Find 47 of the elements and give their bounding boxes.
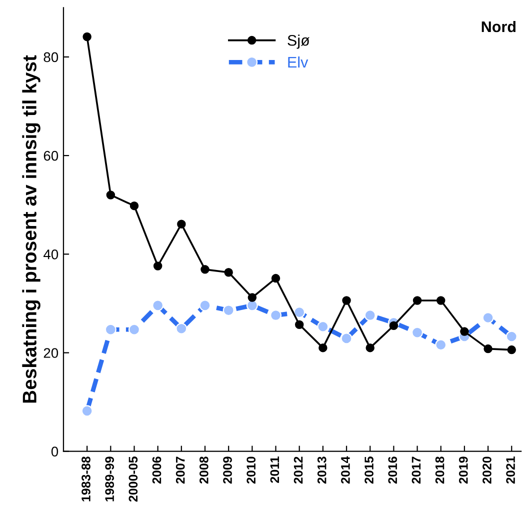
point [460,327,469,336]
x-tick-label: 2016 [388,456,398,484]
point [342,296,351,305]
y-tick-label: 20 [44,348,58,358]
x-tick-label: 2018 [435,456,444,484]
x-tick-label: 2017 [412,456,421,484]
point [177,220,186,228]
text: Nord [482,20,516,32]
point [106,190,116,200]
point [389,321,398,330]
point [130,201,139,210]
point [294,320,304,330]
y-axis-title: Beskatning i prosent av innsig til kyst [22,55,40,403]
legend-label: Elv [288,56,308,68]
point [436,296,446,305]
x-tick-label: 1983-88 [82,456,90,502]
point [484,344,492,354]
point [224,268,233,277]
x-tick-label: 2013 [317,456,326,484]
point [200,265,210,274]
x-tick-label: 2015 [364,456,374,484]
x-tick-label: 2020 [482,456,492,484]
point [412,296,422,305]
y-tick-label: 60 [44,150,58,161]
x-tick-label: 2012 [294,456,303,484]
x-tick-label: 2021 [506,456,515,484]
x-tick-label: 2000-05 [128,456,138,502]
point [153,262,162,270]
x-tick-label: 2010 [246,456,256,484]
point [271,274,280,283]
point [507,345,516,354]
point [248,293,257,302]
y-tick-label: 40 [43,249,58,260]
x-tick-label: 2009 [223,456,232,484]
y-tick-label: 80 [44,52,58,62]
x-tick-label: 2006 [152,456,162,484]
x-tick-label: 2014 [341,456,350,484]
x-tick-label: 2007 [176,456,185,484]
x-tick-label: 2019 [458,456,468,484]
x-tick-label: 2008 [200,456,208,484]
x-tick-label: 2011 [270,456,280,483]
point [82,32,92,42]
legend-label: Sjø [288,34,310,49]
point [318,343,328,352]
point [366,343,374,352]
y-tick-label: 0 [51,446,58,457]
x-tick-label: 1989-99 [105,456,114,502]
